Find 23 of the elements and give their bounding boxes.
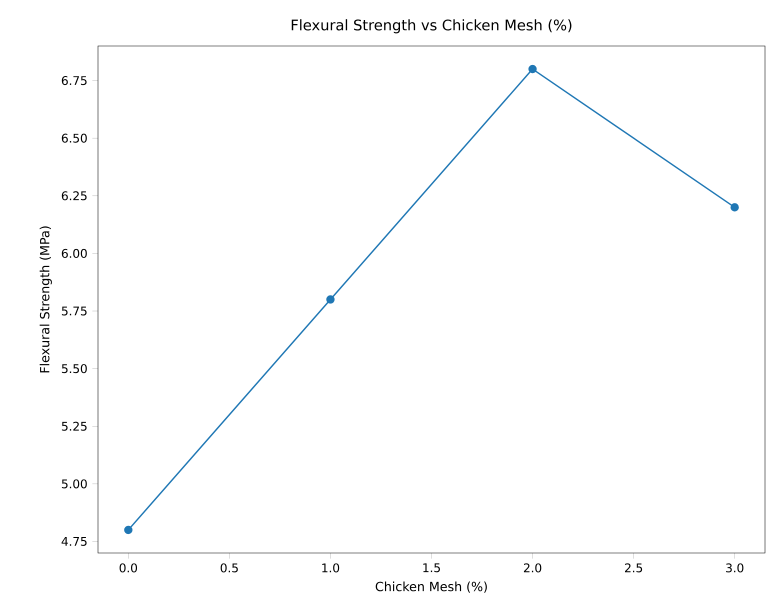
y-tick-label: 5.75 bbox=[62, 306, 87, 316]
point bbox=[730, 203, 739, 212]
x-tick-label: 1.0 bbox=[322, 563, 340, 572]
x-tick-label: 2.5 bbox=[624, 563, 642, 572]
point bbox=[326, 295, 335, 304]
x-tick-label: 0.0 bbox=[120, 563, 138, 572]
x-tick-label: 2.0 bbox=[524, 563, 542, 572]
y-tick-label: 5.00 bbox=[62, 479, 87, 488]
x-axis-title: Chicken Mesh (%) bbox=[376, 582, 487, 593]
chart-title: Flexural Strength vs Chicken Mesh (%) bbox=[292, 19, 572, 34]
x-tick-label: 3.0 bbox=[726, 563, 744, 572]
y-tick-label: 4.75 bbox=[62, 537, 87, 546]
y-tick-label: 5.25 bbox=[62, 422, 87, 431]
y-tick-label: 6.25 bbox=[62, 191, 87, 200]
x-tick-label: 1.5 bbox=[423, 563, 440, 572]
y-tick-label: 6.75 bbox=[62, 76, 87, 86]
y-axis-title: Flexural Strength (MPa) bbox=[40, 226, 52, 372]
point bbox=[124, 526, 132, 534]
y-tick-label: 6.00 bbox=[62, 248, 87, 258]
x-tick-label: 0.5 bbox=[220, 563, 238, 572]
y-tick-label: 5.50 bbox=[62, 364, 87, 374]
y-tick-label: 6.50 bbox=[62, 134, 87, 143]
point bbox=[528, 64, 537, 74]
